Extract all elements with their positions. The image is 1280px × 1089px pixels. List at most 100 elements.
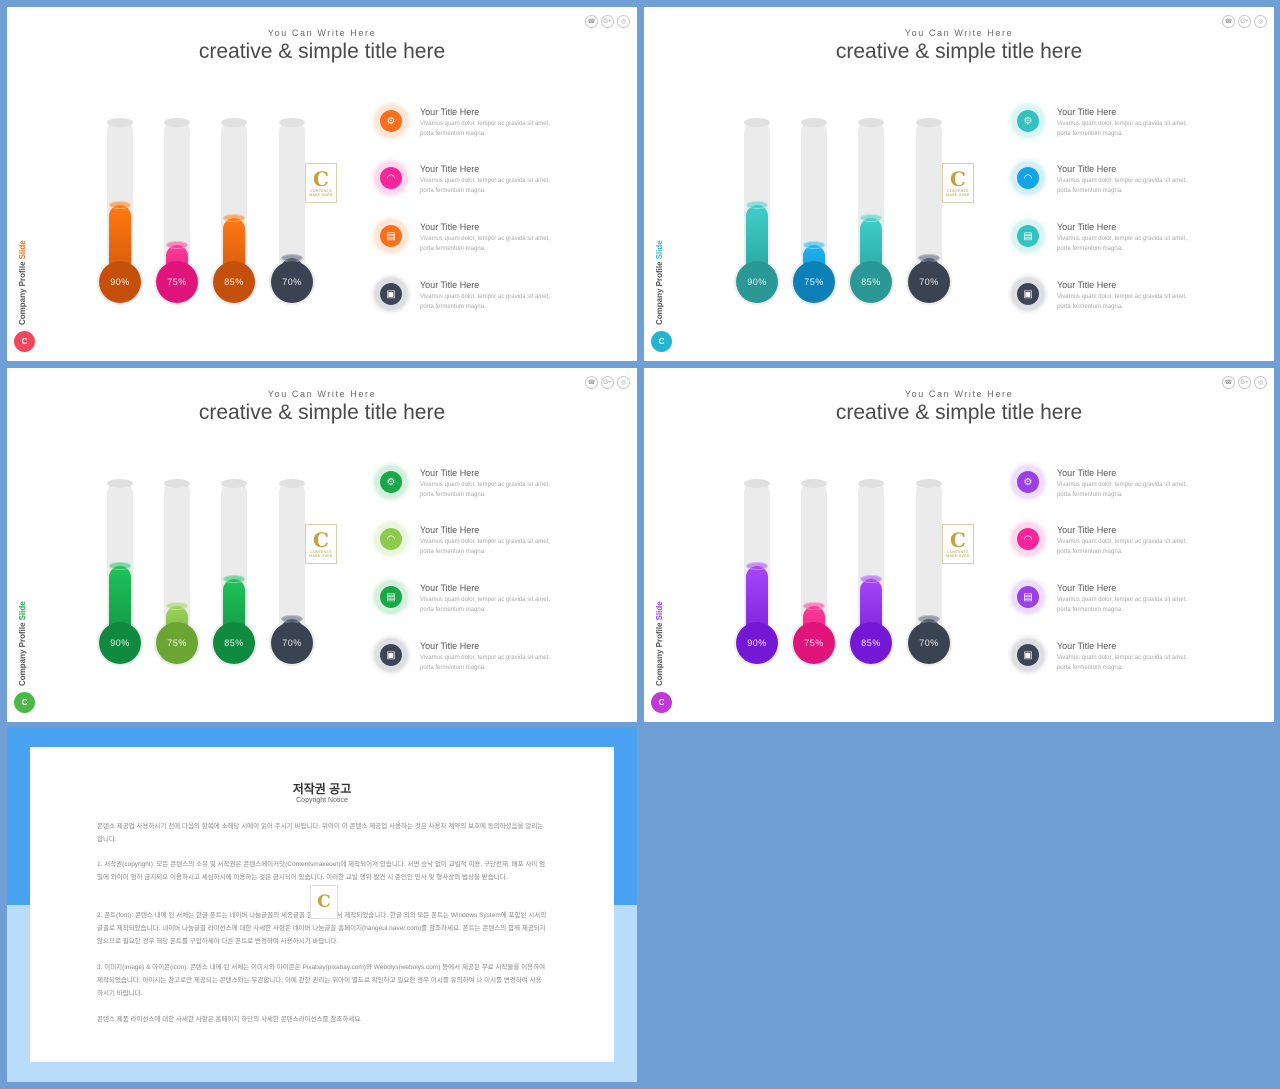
info-description: Vivamus quam dolor, tempor ac gravida si…: [1057, 655, 1187, 671]
info-title: Your Title Here: [1057, 164, 1117, 174]
side-label-accent: Slide: [655, 240, 664, 260]
info-item: ▣ Your Title Here Vivamus quam dolor, temp…: [1012, 278, 1212, 318]
whatsapp-icon[interactable]: ☎: [1222, 15, 1235, 28]
contents-logo: C CONTENTS MAKE OVER: [942, 163, 974, 203]
slide-title: creative & simple title here: [835, 40, 1083, 63]
share-icons: ☎ G+ ◎: [585, 15, 630, 28]
compass-icon[interactable]: ◎: [617, 15, 630, 28]
thermometer-fill-cap: [166, 601, 188, 610]
info-icon-glyph: ▣: [380, 283, 402, 305]
info-description: Vivamus quam dolor, tempor ac gravida si…: [1057, 539, 1187, 555]
info-icon-glyph: ▣: [1017, 644, 1039, 666]
side-label-accent: Slide: [18, 240, 27, 260]
thermometer-fill-cap: [223, 214, 245, 223]
whatsapp-icon[interactable]: ☎: [1222, 376, 1235, 389]
side-label: Company ProfileSlide: [18, 235, 27, 325]
share-icons: ☎ G+ ◎: [1222, 15, 1267, 28]
logo-subtext: MAKE OVER: [309, 193, 333, 197]
thermometer-value-label: 70%: [271, 261, 313, 303]
notice-title: 저작권 공고: [292, 782, 352, 796]
compass-icon[interactable]: ◎: [1254, 15, 1267, 28]
side-label-main: Company Profile: [18, 261, 27, 325]
slide-teal: You Can Write Here creative & simple titl…: [644, 7, 1274, 361]
thermometer-fill-cap: [281, 253, 303, 262]
info-icon-glyph: ⚙: [1017, 471, 1039, 493]
side-label: Company ProfileSlide: [655, 596, 664, 686]
logo-text: CONTENTS: [947, 550, 969, 554]
info-title: Your Title Here: [1057, 222, 1117, 232]
info-icon-glyph: ⚙: [380, 471, 402, 493]
thermometer: 70%: [269, 479, 315, 670]
eyebrow-text: You Can Write Here: [904, 28, 1014, 38]
compass-icon[interactable]: ◎: [1254, 376, 1267, 389]
thermometer-fill-cap: [746, 561, 768, 570]
gear-icon: ⚙: [375, 466, 407, 498]
thermometer: 75%: [154, 118, 200, 309]
thermometer-fill-cap: [281, 614, 303, 623]
info-item: ⚙ Your Title Here Vivamus quam dolor, temp…: [1012, 466, 1212, 506]
lock-icon: ▣: [1012, 639, 1044, 671]
thermometer-fill-cap: [166, 240, 188, 249]
whatsapp-icon[interactable]: ☎: [585, 15, 598, 28]
info-description: Vivamus quam dolor, tempor ac gravida si…: [420, 294, 550, 310]
info-item: ▣ Your Title Here Vivamus quam dolor, temp…: [375, 278, 575, 318]
slide-title: creative & simple title here: [835, 401, 1083, 424]
info-item: ▣ Your Title Here Vivamus quam dolor, temp…: [1012, 639, 1212, 679]
share-icons: ☎ G+ ◎: [585, 376, 630, 389]
logo-text: CONTENTS: [310, 550, 332, 554]
lock-icon: ▣: [375, 278, 407, 310]
google-plus-icon[interactable]: G+: [601, 376, 614, 389]
info-description: Vivamus quam dolor, tempor ac gravida si…: [1057, 178, 1187, 194]
google-plus-icon[interactable]: G+: [601, 15, 614, 28]
thermometer-fill-cap: [803, 240, 825, 249]
logo-subtext: MAKE OVER: [946, 554, 970, 558]
info-description: Vivamus quam dolor, tempor ac gravida si…: [1057, 294, 1187, 310]
info-icon-glyph: ▤: [1017, 225, 1039, 247]
side-badge: C: [651, 331, 672, 352]
info-description: Vivamus quam dolor, tempor ac gravida si…: [1057, 121, 1187, 137]
info-title: Your Title Here: [1057, 583, 1117, 593]
slide-title: creative & simple title here: [198, 401, 446, 424]
thermometer: 85%: [848, 118, 894, 309]
side-label-accent: Slide: [18, 601, 27, 621]
side-label-main: Company Profile: [18, 622, 27, 686]
slide-title: creative & simple title here: [198, 40, 446, 63]
google-plus-icon[interactable]: G+: [1238, 376, 1251, 389]
notice-paragraph-intro: 콘텐스 제공업 사용하시기 전에 다음의 항목에 소해당 시에이 읽어 주시기 …: [97, 823, 544, 843]
info-item: ▣ Your Title Here Vivamus quam dolor, temp…: [375, 639, 575, 679]
side-label-main: Company Profile: [655, 622, 664, 686]
eyebrow-text: You Can Write Here: [267, 28, 377, 38]
slide-green: You Can Write Here creative & simple titl…: [7, 368, 637, 722]
whatsapp-icon[interactable]: ☎: [585, 376, 598, 389]
share-icons: ☎ G+ ◎: [1222, 376, 1267, 389]
google-plus-icon[interactable]: G+: [1238, 15, 1251, 28]
thermometer-value-label: 90%: [99, 622, 141, 664]
clipboard-icon: ▤: [1012, 220, 1044, 252]
info-item: ◠ Your Title Here Vivamus quam dolor, temp…: [375, 523, 575, 563]
thermometer-value-label: 85%: [213, 261, 255, 303]
info-description: Vivamus quam dolor, tempor ac gravida si…: [1057, 597, 1187, 613]
thermometer: 90%: [97, 479, 143, 670]
thermometer-value-label: 70%: [271, 622, 313, 664]
thermometer-fill-cap: [860, 575, 882, 584]
info-description: Vivamus quam dolor, tempor ac gravida si…: [1057, 482, 1187, 498]
info-icon-glyph: ▤: [380, 225, 402, 247]
logo-subtext: MAKE OVER: [309, 554, 333, 558]
logo-letter: C: [317, 892, 331, 912]
wifi-icon: ◠: [1012, 162, 1044, 194]
thermometer-value-label: 75%: [793, 261, 835, 303]
info-item: ◠ Your Title Here Vivamus quam dolor, temp…: [1012, 523, 1212, 563]
gear-icon: ⚙: [375, 105, 407, 137]
thermometer-fill-cap: [746, 200, 768, 209]
thermometer: 70%: [906, 479, 952, 670]
compass-icon[interactable]: ◎: [617, 376, 630, 389]
side-label-main: Company Profile: [655, 261, 664, 325]
copyright-notice-panel: 저작권 공고 Copyright Notice 콘텐스 제공업 사용하시기 전에…: [7, 727, 637, 1082]
notice-paragraph-license: 콘텐스 제품 라이선스에 대한 사세한 사항은 홈페이지 하단의 사세한 콘텐스…: [97, 1016, 363, 1023]
info-item: ▤ Your Title Here Vivamus quam dolor, temp…: [1012, 581, 1212, 621]
clipboard-icon: ▤: [1012, 581, 1044, 613]
thermometer: 75%: [791, 118, 837, 309]
thermometer-fill-cap: [918, 253, 940, 262]
contents-logo: C CONTENTS MAKE OVER: [942, 524, 974, 564]
side-badge: C: [651, 692, 672, 713]
